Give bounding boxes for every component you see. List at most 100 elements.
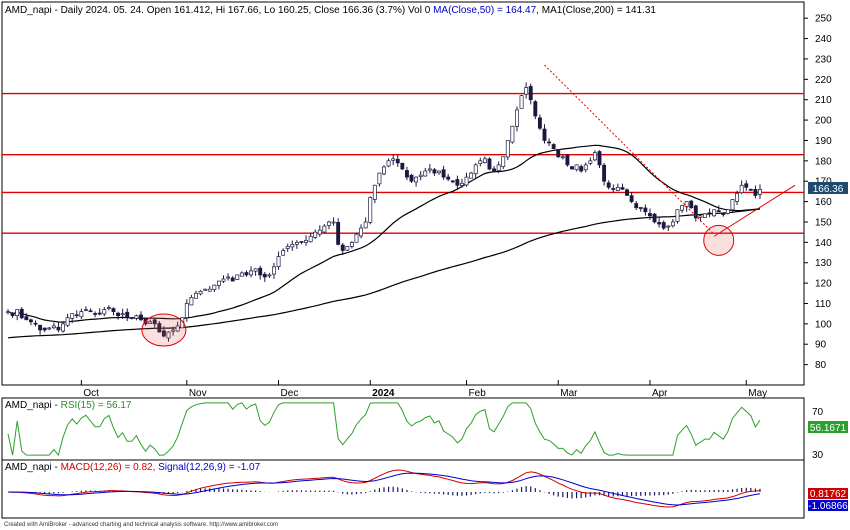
- candle-body: [56, 326, 61, 331]
- candle: [625, 188, 629, 196]
- candle: [345, 245, 350, 252]
- candle: [116, 311, 120, 320]
- candle-body: [533, 101, 538, 117]
- candle-body: [212, 284, 217, 290]
- candle: [322, 224, 327, 233]
- candle: [327, 220, 331, 230]
- candle: [450, 180, 455, 184]
- candle: [239, 271, 244, 277]
- candle-body: [432, 169, 437, 174]
- candle: [331, 217, 336, 226]
- candle: [97, 308, 102, 316]
- candle-body: [597, 151, 602, 166]
- candle-body: [74, 314, 79, 317]
- candle: [308, 232, 313, 243]
- rsi-line: [7, 402, 761, 457]
- candle-body: [703, 213, 707, 218]
- price-tick-label: 90: [815, 340, 827, 351]
- candle: [189, 294, 194, 306]
- candle: [148, 319, 153, 324]
- price-tick-label: 210: [815, 95, 832, 106]
- candle-body: [272, 266, 276, 275]
- price-panel: [1, 1, 805, 386]
- svg-text:0.81762: 0.81762: [810, 489, 847, 500]
- candle: [111, 307, 116, 316]
- candle: [482, 156, 487, 164]
- candle-body: [15, 309, 20, 317]
- candle: [758, 184, 762, 199]
- candle: [79, 308, 84, 319]
- candle-body: [258, 267, 263, 276]
- candle-body: [400, 162, 405, 170]
- candle: [74, 310, 79, 319]
- candle: [496, 161, 501, 174]
- candle: [721, 212, 726, 217]
- candle: [6, 309, 10, 315]
- svg-text:56.1671: 56.1671: [810, 423, 847, 434]
- candle-body: [707, 212, 712, 215]
- candle: [377, 172, 382, 187]
- candle-body: [487, 158, 492, 170]
- candle-body: [547, 141, 552, 144]
- candle: [56, 322, 61, 333]
- macd-series: [7, 469, 761, 508]
- candle: [267, 272, 272, 278]
- candle-body: [216, 280, 221, 286]
- candle: [33, 320, 38, 327]
- candle-body: [171, 329, 176, 332]
- candle-body: [322, 225, 327, 233]
- candle-body: [689, 200, 694, 209]
- candle: [88, 308, 93, 313]
- candle: [716, 205, 721, 213]
- candle: [725, 209, 730, 215]
- candle-body: [340, 244, 345, 251]
- candle-body: [414, 176, 419, 183]
- candle: [735, 190, 740, 206]
- date-tick-label: Nov: [189, 388, 207, 399]
- candle-body: [537, 117, 542, 129]
- candle-body: [194, 292, 198, 299]
- candle: [290, 240, 295, 251]
- candle-body: [230, 277, 235, 282]
- candle-body: [368, 197, 373, 223]
- candle-body: [592, 152, 597, 161]
- candle-body: [460, 182, 464, 186]
- candle: [363, 217, 368, 229]
- last-rsi-tag: 56.1671: [808, 421, 848, 434]
- candle: [175, 321, 180, 332]
- candle-body: [570, 166, 574, 170]
- price-header: AMD_napi - Daily 2024. 05. 24. Open 161.…: [5, 5, 656, 16]
- candle: [592, 150, 597, 162]
- candle: [230, 276, 235, 282]
- candle: [157, 321, 162, 333]
- candle-body: [116, 312, 120, 317]
- highlight-circle: [703, 224, 735, 256]
- candle-body: [482, 158, 487, 164]
- candle-body: [680, 205, 684, 211]
- candle: [285, 243, 290, 252]
- candle-body: [207, 288, 212, 292]
- candle-body: [638, 207, 643, 209]
- candle: [524, 82, 529, 99]
- candle-body: [111, 308, 116, 312]
- candle-body: [97, 312, 102, 315]
- candle: [528, 83, 533, 105]
- candle-body: [226, 276, 231, 279]
- candle: [171, 326, 176, 336]
- price-tick-label: 250: [815, 14, 832, 25]
- candle: [703, 213, 707, 218]
- candle: [689, 199, 694, 209]
- candle-body: [721, 213, 726, 216]
- candle: [455, 175, 460, 191]
- candle: [519, 94, 524, 109]
- candle: [446, 173, 451, 182]
- candle-body: [446, 176, 451, 180]
- candle-body: [203, 288, 208, 291]
- candle: [565, 154, 570, 167]
- price-tick-label: 190: [815, 136, 832, 147]
- footer-text: Created with AmiBroker - advanced charti…: [4, 522, 278, 528]
- candle: [533, 100, 538, 120]
- rsi-series: [7, 402, 761, 457]
- candle-body: [42, 327, 47, 331]
- candle: [570, 165, 574, 170]
